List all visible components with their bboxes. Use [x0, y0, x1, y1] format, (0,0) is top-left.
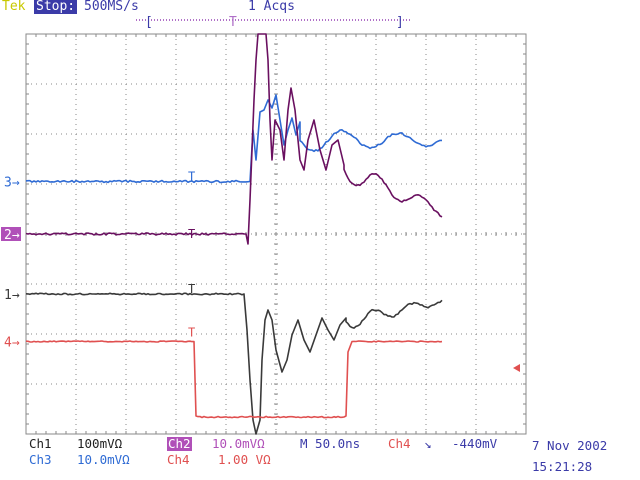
ch1-trigger-mark: T — [188, 282, 195, 296]
capture-time: 15:21:28 — [532, 460, 592, 474]
ch4-trace — [26, 341, 442, 418]
ch3-trace — [26, 95, 442, 183]
ch1-label: Ch1 — [29, 437, 52, 451]
ch1-ground-marker: 1→ — [4, 288, 20, 303]
trigger-position-marker: T — [229, 15, 237, 30]
waveform-traces: T T T T — [26, 34, 442, 434]
ch2-label: Ch2 — [167, 437, 192, 451]
ch2-scale: 10.0mVΩ — [212, 437, 265, 451]
ch3-trigger-mark: T — [188, 170, 195, 184]
trigger-bracket-right: ] — [396, 15, 404, 30]
ch1-trace — [26, 293, 442, 434]
ch3-label: Ch3 — [29, 453, 52, 467]
trigger-bracket-left: [ — [145, 15, 153, 30]
trigger-level-arrow — [513, 364, 520, 372]
trigger-slope-icon: ↘ — [424, 437, 432, 451]
ch4-scale: 1.00 VΩ — [218, 453, 271, 467]
trigger-source: Ch4 — [388, 437, 411, 451]
timebase: M 50.0ns — [300, 437, 360, 451]
ch2-trigger-mark: T — [188, 227, 195, 241]
ch2-trace — [26, 34, 442, 244]
ch3-scale: 10.0mVΩ — [77, 453, 130, 467]
trigger-level: -440mV — [452, 437, 497, 451]
ch4-trigger-mark: T — [188, 326, 195, 340]
ch4-label: Ch4 — [167, 453, 190, 467]
ch3-ground-marker: 3→ — [4, 176, 20, 191]
capture-date: 7 Nov 2002 — [532, 439, 607, 453]
channel-markers: 3→ 2→ 1→ 4→ — [1, 176, 21, 351]
ch1-scale: 100mVΩ — [77, 437, 122, 451]
ch4-ground-marker: 4→ — [4, 336, 20, 351]
ch2-ground-marker: 2→ — [4, 228, 20, 243]
